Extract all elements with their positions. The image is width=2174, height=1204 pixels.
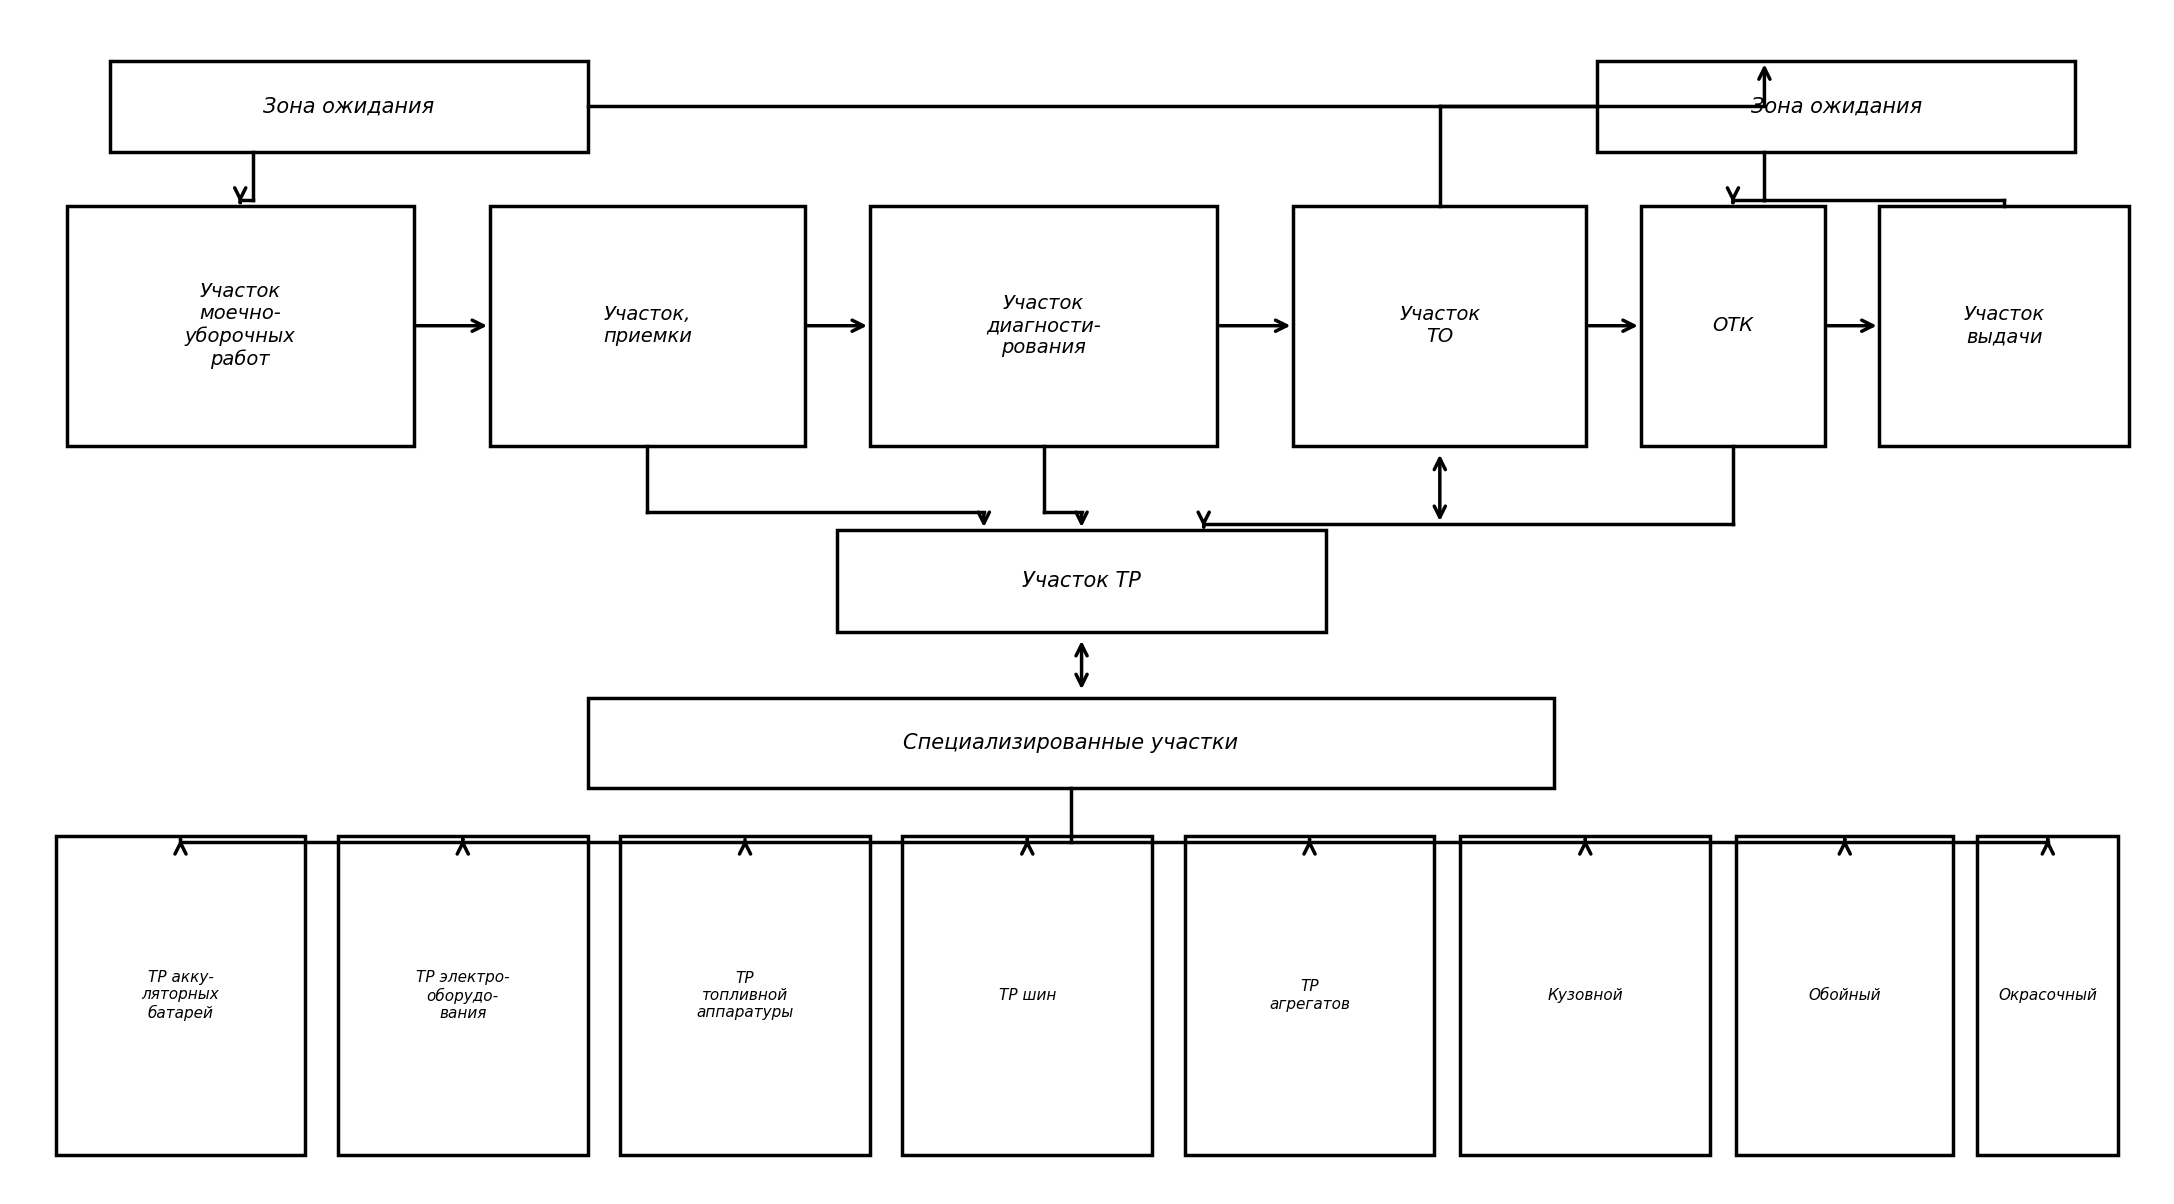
Bar xyxy=(1461,837,1711,1155)
Text: Участок
диагности-
рования: Участок диагности- рования xyxy=(987,294,1100,358)
Text: ТР
топливной
аппаратуры: ТР топливной аппаратуры xyxy=(696,970,794,1020)
Bar xyxy=(1641,206,1826,445)
Bar xyxy=(111,61,587,152)
Text: Окрасочный: Окрасочный xyxy=(1998,988,2098,1003)
Text: Участок
ТО: Участок ТО xyxy=(1400,306,1480,347)
Bar xyxy=(902,837,1152,1155)
Bar xyxy=(620,837,870,1155)
Text: ТР электро-
оборудо-
вания: ТР электро- оборудо- вания xyxy=(415,969,509,1021)
Text: Зона ожидания: Зона ожидания xyxy=(263,96,435,117)
Bar xyxy=(337,837,587,1155)
Text: ТР шин: ТР шин xyxy=(998,988,1057,1003)
Text: Участок ТР: Участок ТР xyxy=(1022,571,1141,591)
Text: Участок
моечно-
уборочных
работ: Участок моечно- уборочных работ xyxy=(185,283,296,370)
Bar xyxy=(870,206,1217,445)
Text: ТР акку-
ляторных
батарей: ТР акку- ляторных батарей xyxy=(141,969,220,1021)
Text: ОТК: ОТК xyxy=(1713,317,1754,335)
Bar xyxy=(57,837,304,1155)
Text: Участок
выдачи: Участок выдачи xyxy=(1963,306,2046,347)
Bar xyxy=(1976,837,2117,1155)
Bar xyxy=(1737,837,1952,1155)
Bar xyxy=(1881,206,2128,445)
Text: Специализированные участки: Специализированные участки xyxy=(902,733,1239,754)
Bar xyxy=(837,530,1326,632)
Text: Кузовной: Кузовной xyxy=(1548,988,1624,1003)
Bar xyxy=(1185,837,1435,1155)
Text: Участок,
приемки: Участок, приемки xyxy=(602,306,691,347)
Text: Обойный: Обойный xyxy=(1809,988,1881,1003)
Bar xyxy=(587,698,1554,789)
Bar xyxy=(1294,206,1587,445)
Bar xyxy=(67,206,413,445)
Text: ТР
агрегатов: ТР агрегатов xyxy=(1270,979,1350,1011)
Text: Зона ожидания: Зона ожидания xyxy=(1750,96,1922,117)
Bar xyxy=(489,206,804,445)
Bar xyxy=(1598,61,2074,152)
